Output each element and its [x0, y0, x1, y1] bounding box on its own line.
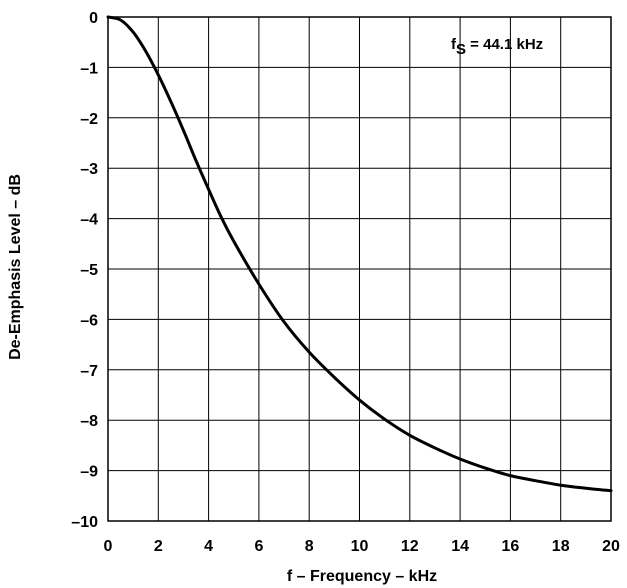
x-tick-label: 6 — [254, 538, 263, 555]
y-tick-label: –2 — [80, 111, 98, 128]
plot-frame — [107, 16, 612, 522]
y-tick-label: –4 — [80, 212, 98, 229]
y-tick-label: –7 — [80, 363, 98, 380]
y-tick-label: –10 — [71, 514, 98, 531]
x-tick-label: 10 — [351, 538, 369, 555]
x-axis-label: f – Frequency – kHz — [287, 568, 437, 585]
grid — [107, 16, 612, 522]
y-axis-label: De-Emphasis Level – dB — [7, 174, 24, 360]
x-tick-label: 8 — [305, 538, 314, 555]
sampling-frequency-annotation: fS = 44.1 kHz — [451, 36, 543, 58]
curve-layer — [106, 15, 613, 493]
annotation-f: f — [451, 36, 457, 53]
x-tick-label: 4 — [204, 538, 213, 555]
x-tick-label: 12 — [401, 538, 419, 555]
x-tick-label: 18 — [552, 538, 570, 555]
x-tick-label: 20 — [602, 538, 620, 555]
y-tick-label: –8 — [80, 413, 98, 430]
x-tick-labels: 0 2 4 6 8 10 12 14 16 18 20 — [104, 538, 620, 555]
x-tick-label: 2 — [154, 538, 163, 555]
x-tick-label: 16 — [502, 538, 520, 555]
x-tick-label: 14 — [451, 538, 469, 555]
y-tick-label: –5 — [80, 262, 98, 279]
y-tick-label: –9 — [80, 464, 98, 481]
annotation-value: = 44.1 kHz — [466, 36, 543, 53]
y-tick-label: –1 — [80, 60, 98, 77]
x-tick-label: 0 — [104, 538, 113, 555]
y-tick-labels: 0 –1 –2 –3 –4 –5 –6 –7 –8 –9 –10 — [71, 10, 98, 531]
de-emphasis-curve — [106, 15, 613, 493]
y-tick-label: –3 — [80, 161, 98, 178]
y-tick-label: –6 — [80, 312, 98, 329]
y-tick-label: 0 — [89, 10, 98, 27]
annotation-subscript: S — [456, 41, 466, 58]
